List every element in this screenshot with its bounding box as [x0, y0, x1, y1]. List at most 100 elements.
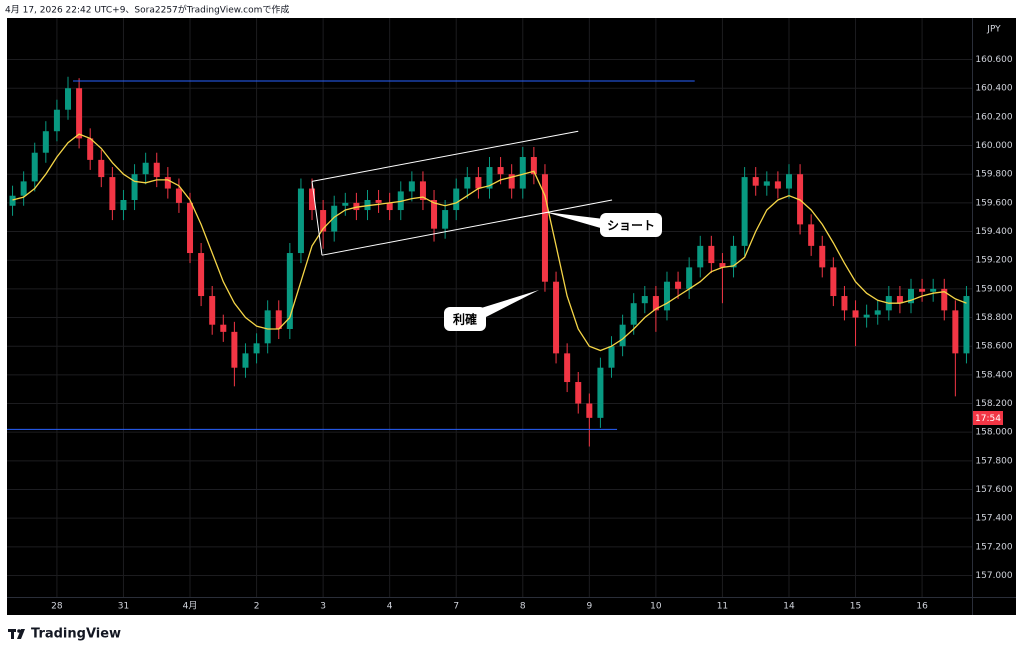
candle-body	[431, 200, 438, 229]
candle-body	[597, 367, 604, 418]
candle-body	[841, 296, 848, 311]
candle-body	[575, 382, 582, 404]
candle-body	[231, 331, 238, 368]
candle-body	[497, 167, 504, 175]
candle-body	[131, 174, 138, 201]
candle-body	[65, 88, 72, 110]
candle-body	[752, 177, 759, 186]
candle-body	[397, 191, 404, 211]
candle-body	[331, 205, 338, 232]
x-tick-label: 14	[783, 602, 795, 612]
candle-body	[896, 296, 903, 304]
candle-body	[852, 310, 859, 318]
x-tick-label: 2	[254, 602, 260, 612]
candle-body	[785, 174, 792, 189]
trend-line	[321, 199, 613, 256]
candle-body	[641, 296, 648, 304]
candle-body	[808, 224, 815, 246]
y-tick-label: 160.200	[975, 112, 1012, 122]
x-tick-label: 15	[850, 602, 861, 612]
candle-body	[930, 288, 937, 292]
y-tick-label: 160.600	[975, 55, 1012, 65]
candle-body	[309, 188, 316, 211]
candle-body	[763, 181, 770, 186]
y-tick-label: 158.000	[975, 428, 1012, 438]
candle-body	[342, 202, 349, 206]
candle-body	[719, 263, 726, 268]
y-tick-label: 158.200	[975, 399, 1012, 409]
candle-body	[175, 188, 182, 203]
candle-body	[619, 324, 626, 347]
x-tick-label: 10	[650, 602, 662, 612]
candle-body	[874, 310, 881, 315]
candle-body	[486, 167, 493, 189]
candle-body	[708, 245, 715, 264]
x-tick-label: 16	[916, 602, 928, 612]
candle-body	[364, 200, 371, 211]
candle-body	[297, 188, 304, 254]
y-tick-label: 157.000	[975, 571, 1012, 581]
candle-body	[220, 324, 227, 332]
candle-body	[586, 403, 593, 418]
candle-body	[153, 162, 160, 178]
y-tick-label: 157.400	[975, 514, 1012, 524]
candle-body	[741, 177, 748, 246]
x-tick-label: 8	[520, 602, 526, 612]
x-tick-label: 28	[51, 602, 63, 612]
candle-body	[630, 303, 637, 325]
candle-body	[120, 200, 127, 211]
y-tick-label: 159.200	[975, 256, 1012, 266]
overlay-line	[12, 133, 967, 352]
candle-body	[419, 181, 426, 201]
y-tick-label: 157.600	[975, 485, 1012, 495]
candle-body	[652, 296, 659, 311]
header-text: 4月 17, 2026 22:42 UTC+9、Sora2257がTrading…	[5, 4, 289, 16]
logo-part	[11, 629, 14, 639]
countdown-badge	[973, 411, 1003, 425]
candle-body	[98, 159, 105, 178]
candle-body	[264, 310, 271, 344]
x-tick-label: 9	[586, 602, 592, 612]
y-tick-label: 159.400	[975, 227, 1012, 237]
y-tick-label: 157.200	[975, 542, 1012, 552]
x-tick-label: 11	[717, 602, 728, 612]
candle-body	[553, 281, 560, 354]
y-tick-label: 159.600	[975, 198, 1012, 208]
currency-label: JPY	[986, 25, 1001, 35]
candle-body	[109, 177, 116, 211]
y-tick-label: 160.400	[975, 84, 1012, 94]
y-tick-label: 158.600	[975, 342, 1012, 352]
x-tick-label: 31	[118, 602, 129, 612]
candle-body	[198, 253, 205, 297]
candle-body	[442, 210, 449, 229]
candle-body	[286, 253, 293, 329]
candle-body	[541, 174, 548, 282]
candle-body	[508, 174, 515, 189]
x-tick-label: 7	[453, 602, 459, 612]
candle-body	[386, 202, 393, 211]
candle-body	[863, 314, 870, 318]
callout-text: ショート	[607, 219, 655, 233]
candle-body	[663, 281, 670, 311]
candle-body	[475, 177, 482, 189]
candle-body	[320, 210, 327, 232]
trend-line	[311, 181, 323, 256]
candle-body	[907, 288, 914, 304]
candle-body	[519, 157, 526, 189]
candle-body	[209, 296, 216, 325]
candle-body	[253, 343, 260, 354]
candle-body	[530, 157, 537, 175]
candle-body	[675, 281, 682, 289]
y-tick-label: 159.800	[975, 170, 1012, 180]
brand-logo	[8, 629, 25, 639]
candle-body	[830, 267, 837, 297]
candle-body	[242, 353, 249, 368]
candle-body	[142, 162, 149, 175]
y-tick-label: 158.400	[975, 370, 1012, 380]
y-tick-label: 160.000	[975, 141, 1012, 151]
trend-line	[311, 130, 579, 182]
x-tick-label: 3	[320, 602, 326, 612]
candle-body	[453, 188, 460, 211]
candle-body	[963, 296, 970, 354]
